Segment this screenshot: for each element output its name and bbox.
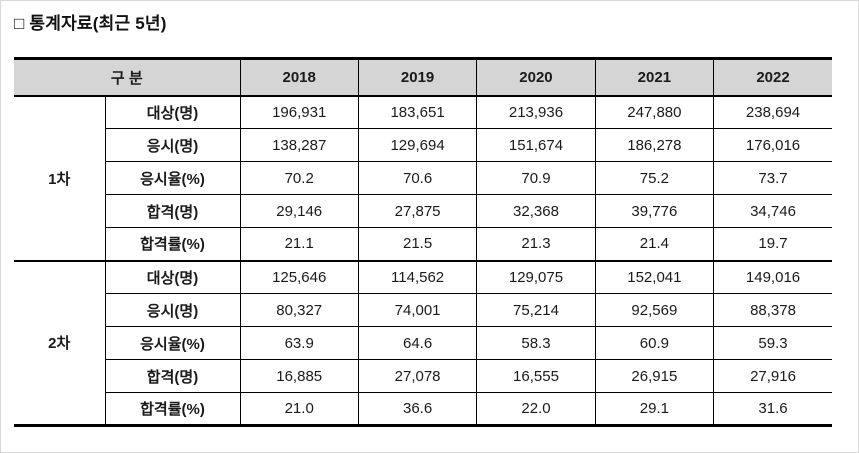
data-cell: 92,569	[594, 293, 715, 327]
row-label: 응시(명)	[104, 293, 241, 327]
table-row: 응시(명) 138,287 129,694 151,674 186,278 17…	[14, 128, 832, 162]
section-label-round2: 2차	[14, 259, 106, 426]
table-row: 응시율(%) 63.9 64.6 58.3 60.9 59.3	[14, 326, 832, 360]
data-cell: 114,562	[357, 259, 478, 294]
data-cell: 21.3	[476, 227, 596, 261]
data-cell: 36.6	[357, 392, 478, 426]
data-cell: 238,694	[713, 95, 832, 129]
data-cell: 129,694	[357, 128, 478, 162]
data-cell: 247,880	[594, 95, 715, 129]
data-cell: 186,278	[594, 128, 715, 162]
data-cell: 64.6	[357, 326, 478, 360]
row-label: 응시(명)	[104, 128, 241, 162]
data-cell: 19.7	[713, 227, 832, 261]
data-cell: 22.0	[476, 392, 596, 426]
data-cell: 29,146	[239, 194, 359, 228]
data-cell: 21.4	[594, 227, 715, 261]
row-label: 합격(명)	[104, 359, 241, 393]
table-row: 응시(명) 80,327 74,001 75,214 92,569 88,378	[14, 293, 832, 327]
row-label: 대상(명)	[104, 259, 241, 294]
data-cell: 26,915	[594, 359, 715, 393]
data-cell: 21.0	[239, 392, 359, 426]
header-year-2019: 2019	[357, 58, 478, 97]
row-label: 합격(명)	[104, 194, 241, 228]
table-row: 응시율(%) 70.2 70.6 70.9 75.2 73.7	[14, 161, 832, 195]
data-cell: 70.6	[357, 161, 478, 195]
data-cell: 80,327	[239, 293, 359, 327]
table-row: 2차 대상(명) 125,646 114,562 129,075 152,041…	[14, 259, 832, 426]
data-cell: 125,646	[239, 259, 359, 294]
data-cell: 213,936	[476, 95, 596, 129]
data-cell: 58.3	[476, 326, 596, 360]
section-label-round1: 1차	[14, 95, 106, 261]
header-year-2020: 2020	[476, 58, 596, 97]
data-cell: 21.1	[239, 227, 359, 261]
data-cell: 27,078	[357, 359, 478, 393]
header-year-2018: 2018	[239, 58, 359, 97]
data-cell: 176,016	[713, 128, 832, 162]
data-cell: 21.5	[357, 227, 478, 261]
data-cell: 70.9	[476, 161, 596, 195]
data-cell: 27,916	[713, 359, 832, 393]
table-row: 합격(명) 29,146 27,875 32,368 39,776 34,746	[14, 194, 832, 228]
header-group-label: 구 분	[14, 58, 241, 97]
data-cell: 29.1	[594, 392, 715, 426]
page-title: □ 통계자료(최근 5년)	[14, 14, 167, 33]
data-cell: 74,001	[357, 293, 478, 327]
data-cell: 152,041	[594, 259, 715, 294]
data-cell: 16,555	[476, 359, 596, 393]
header-year-2021: 2021	[594, 58, 715, 97]
header-year-2022: 2022	[713, 58, 832, 97]
data-cell: 34,746	[713, 194, 832, 228]
data-cell: 196,931	[239, 95, 359, 129]
table-row: 합격률(%) 21.0 36.6 22.0 29.1 31.6	[14, 392, 832, 426]
row-label: 응시율(%)	[104, 326, 241, 360]
data-cell: 60.9	[594, 326, 715, 360]
data-cell: 59.3	[713, 326, 832, 360]
data-cell: 39,776	[594, 194, 715, 228]
data-cell: 151,674	[476, 128, 596, 162]
data-cell: 138,287	[239, 128, 359, 162]
data-cell: 32,368	[476, 194, 596, 228]
data-cell: 75,214	[476, 293, 596, 327]
data-cell: 88,378	[713, 293, 832, 327]
data-cell: 129,075	[476, 259, 596, 294]
table-row: 합격률(%) 21.1 21.5 21.3 21.4 19.7	[14, 227, 832, 261]
data-cell: 149,016	[713, 259, 832, 294]
data-cell: 73.7	[713, 161, 832, 195]
data-cell: 63.9	[239, 326, 359, 360]
table-row: 합격(명) 16,885 27,078 16,555 26,915 27,916	[14, 359, 832, 393]
row-label: 응시율(%)	[104, 161, 241, 195]
data-cell: 31.6	[713, 392, 832, 426]
statistics-table: 구 분 2018 2019 2020 2021 2022 1차 대상(명) 19…	[14, 57, 832, 427]
data-cell: 16,885	[239, 359, 359, 393]
row-label: 합격률(%)	[104, 227, 241, 261]
table-header-row: 구 분 2018 2019 2020 2021 2022	[14, 58, 832, 97]
table-row: 1차 대상(명) 196,931 183,651 213,936 247,880…	[14, 95, 832, 261]
data-cell: 75.2	[594, 161, 715, 195]
row-label: 대상(명)	[104, 95, 241, 129]
data-cell: 183,651	[357, 95, 478, 129]
row-label: 합격률(%)	[104, 392, 241, 426]
data-cell: 27,875	[357, 194, 478, 228]
data-cell: 70.2	[239, 161, 359, 195]
